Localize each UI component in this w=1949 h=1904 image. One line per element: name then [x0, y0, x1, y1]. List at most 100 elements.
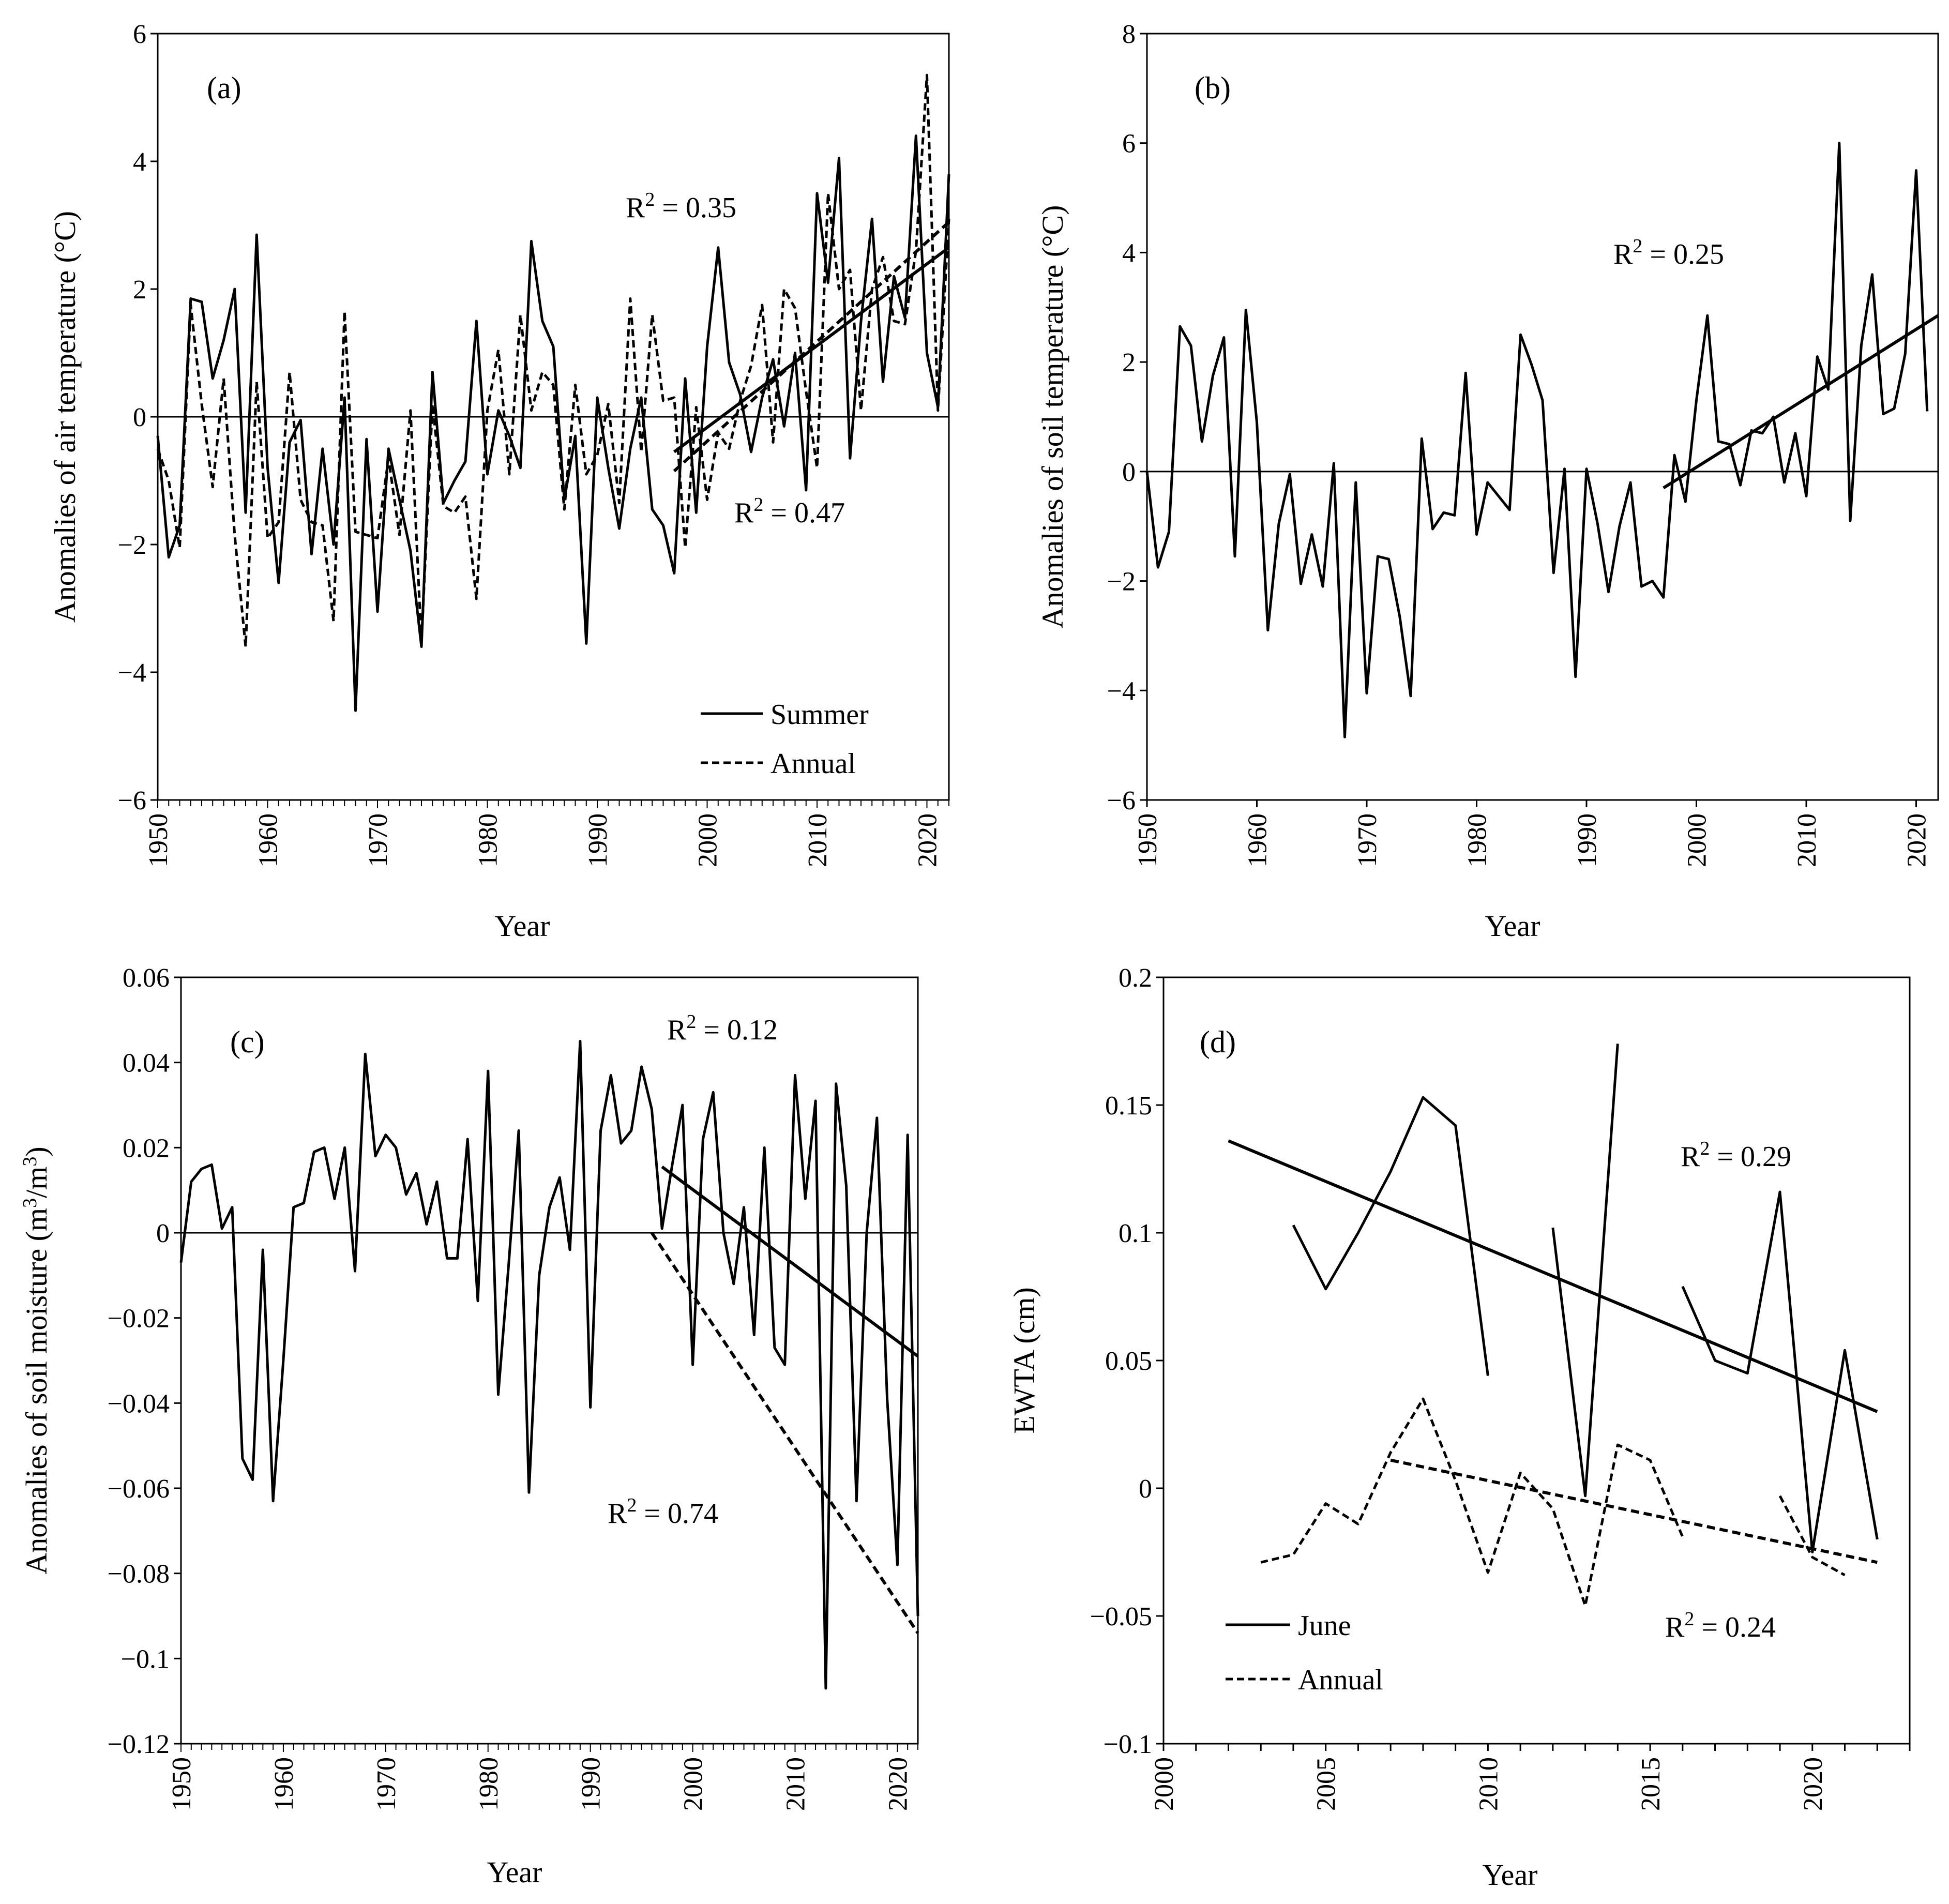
y-tick-label-d-6: 0.2 — [1119, 963, 1152, 993]
y-tick-label-a-6: 6 — [133, 20, 146, 49]
x-tick-label-b-4: 1990 — [1573, 813, 1602, 867]
trend-line-c-1 — [650, 1232, 919, 1634]
x-tick-label-b-2: 1970 — [1353, 813, 1382, 867]
r2-annotation-a-annual-r: R — [734, 497, 754, 529]
y-tick-label-c-5: −0.02 — [108, 1304, 170, 1334]
panel-c: 1950 1960 1970 1980 1990 2000 2010 2020 −0.1 2 −0… — [19, 963, 919, 1889]
y-axis-label-d: EWTA (cm) — [1007, 1287, 1041, 1434]
y-tick-label-a-0: −6 — [118, 786, 146, 815]
x-tick-label-a-2: 1970 — [364, 813, 393, 867]
x-tick-label-d-4: 2020 — [1799, 1757, 1828, 1811]
y-tick-label-a-2: −2 — [118, 531, 146, 560]
r2-annotation-c-lower-value: = 0.74 — [637, 1498, 718, 1530]
x-axis-label-a: Year — [495, 909, 550, 943]
y-tick-label-a-5: 4 — [133, 147, 146, 177]
y-tick-label-b-3: 0 — [1122, 458, 1136, 487]
series-line-a-summer-0 — [156, 134, 950, 712]
r2-annotation-c-upper-r: R — [667, 1014, 687, 1046]
r2-annotation-a-summer-sup: 2 — [645, 189, 655, 210]
series-line-d-june-1 — [1551, 1044, 1619, 1498]
x-tick-label-b-6: 2010 — [1792, 813, 1822, 867]
legend-label-june: June — [1298, 1610, 1351, 1642]
trend-line-c-0 — [661, 1165, 919, 1358]
r2-annotation-b: R2 = 0.25 — [1613, 235, 1724, 270]
x-tick-label-c-1: 1960 — [269, 1757, 299, 1811]
x-tick-label-c-4: 1990 — [577, 1757, 606, 1811]
series-line-a-annual-0 — [156, 73, 950, 648]
r2-annotation-d-annual-r: R — [1665, 1611, 1685, 1643]
x-tick-label-b-0: 1950 — [1133, 813, 1162, 867]
x-tick-label-a-4: 1990 — [583, 813, 613, 867]
panel-b: 1950 1960 1970 1980 1990 2000 2010 2020 −6 −4 −2 0… — [1036, 20, 1939, 943]
trend-line-a-0 — [673, 246, 950, 454]
y-tick-label-d-4: 0.1 — [1119, 1219, 1152, 1248]
r2-annotation-a-annual-value: = 0.47 — [763, 497, 845, 529]
y-axis-label-c-part3: ) — [20, 1146, 53, 1156]
panel-a: 1950 1960 1970 1980 1990 2000 2010 2020 −6 −4 −2 0… — [48, 20, 950, 943]
plot-area-c — [180, 976, 919, 1745]
y-tick-label-d-1: −0.05 — [1090, 1602, 1152, 1631]
x-tick-label-d-2: 2010 — [1474, 1757, 1503, 1811]
y-tick-label-c-7: 0.02 — [123, 1134, 170, 1163]
y-tick-label-b-4: 2 — [1122, 348, 1136, 377]
legend-label-summer: Summer — [770, 699, 869, 731]
trend-line-a-1 — [673, 221, 950, 473]
r2-annotation-c-lower-r: R — [608, 1498, 627, 1530]
r2-annotation-d-annual: R2 = 0.24 — [1665, 1608, 1776, 1643]
r2-annotation-c-upper-sup: 2 — [686, 1011, 696, 1033]
y-tick-label-c-8: 0.04 — [123, 1049, 170, 1078]
panel-label-c: (c) — [230, 1025, 265, 1059]
y-axis-label-c-sup1: 3 — [19, 1198, 41, 1208]
x-tick-label-d-1: 2005 — [1312, 1757, 1341, 1811]
y-tick-label-c-2: −0.08 — [108, 1560, 170, 1589]
x-tick-label-c-6: 2010 — [781, 1757, 811, 1811]
y-tick-label-d-2: 0 — [1139, 1474, 1152, 1504]
y-tick-label-a-3: 0 — [133, 403, 146, 432]
series-line-d-june-2 — [1681, 1190, 1879, 1553]
y-axis-label-a: Anomalies of air temperature (°C) — [48, 211, 82, 623]
r2-annotation-d-annual-sup: 2 — [1684, 1608, 1694, 1630]
r2-annotation-a-summer-r: R — [626, 192, 645, 224]
series-line-c-soil-moisture-0 — [179, 1040, 919, 1690]
panel-label-d: (d) — [1200, 1025, 1236, 1059]
r2-annotation-d-annual-value: = 0.24 — [1694, 1611, 1776, 1643]
x-tick-label-a-7: 2020 — [913, 813, 943, 867]
y-tick-label-c-1: −0.1 — [121, 1644, 170, 1674]
r2-annotation-c-upper-value: = 0.12 — [696, 1014, 778, 1046]
y-axis-label-b: Anomalies of soil temperature (°C) — [1036, 205, 1069, 629]
y-tick-label-d-5: 0.15 — [1105, 1091, 1152, 1121]
y-tick-label-b-5: 4 — [1122, 238, 1136, 268]
x-axis-label-d: Year — [1483, 1858, 1538, 1892]
x-tick-label-a-3: 1980 — [474, 813, 503, 867]
y-tick-label-d-3: 0.05 — [1105, 1347, 1152, 1376]
panel-label-a: (a) — [207, 71, 241, 105]
panel-d: 2000 2005 2010 2015 2020 −0.1 −0.05 0 0.05 0.1 0.… — [1007, 963, 1911, 1892]
x-tick-label-c-5: 2000 — [679, 1757, 708, 1811]
y-axis-label-c: Anomalies of soil moisture (m3/m3) — [19, 1146, 53, 1574]
series-line-d-june-0 — [1292, 1096, 1489, 1376]
x-tick-label-c-0: 1950 — [167, 1757, 197, 1811]
r2-annotation-a-annual-sup: 2 — [753, 494, 763, 516]
y-tick-label-b-6: 6 — [1122, 129, 1136, 159]
y-tick-label-a-1: −4 — [118, 658, 146, 688]
legend-label-annual: Annual — [770, 748, 856, 780]
plot-area-b — [1146, 33, 1939, 801]
x-tick-label-b-1: 1960 — [1243, 813, 1273, 867]
panel-label-b: (b) — [1195, 71, 1231, 105]
legend-label-annual-d: Annual — [1298, 1664, 1383, 1696]
x-tick-label-a-1: 1960 — [254, 813, 283, 867]
x-tick-label-c-3: 1980 — [474, 1757, 504, 1811]
x-tick-label-c-2: 1970 — [372, 1757, 401, 1811]
y-tick-label-c-4: −0.04 — [108, 1389, 170, 1418]
r2-annotation-b-value: = 0.25 — [1642, 238, 1724, 270]
x-tick-label-b-3: 1980 — [1463, 813, 1492, 867]
series-line-d-annual-0 — [1260, 1397, 1684, 1607]
y-axis-label-c-part1: Anomalies of soil moisture (m — [20, 1208, 53, 1575]
legend-a: Summer Annual — [701, 699, 869, 780]
x-axis-label-b: Year — [1485, 909, 1540, 943]
x-tick-label-a-5: 2000 — [693, 813, 723, 867]
x-tick-label-c-7: 2020 — [883, 1757, 913, 1811]
x-tick-label-a-0: 1950 — [144, 813, 173, 867]
y-tick-label-c-9: 0.06 — [123, 963, 170, 993]
